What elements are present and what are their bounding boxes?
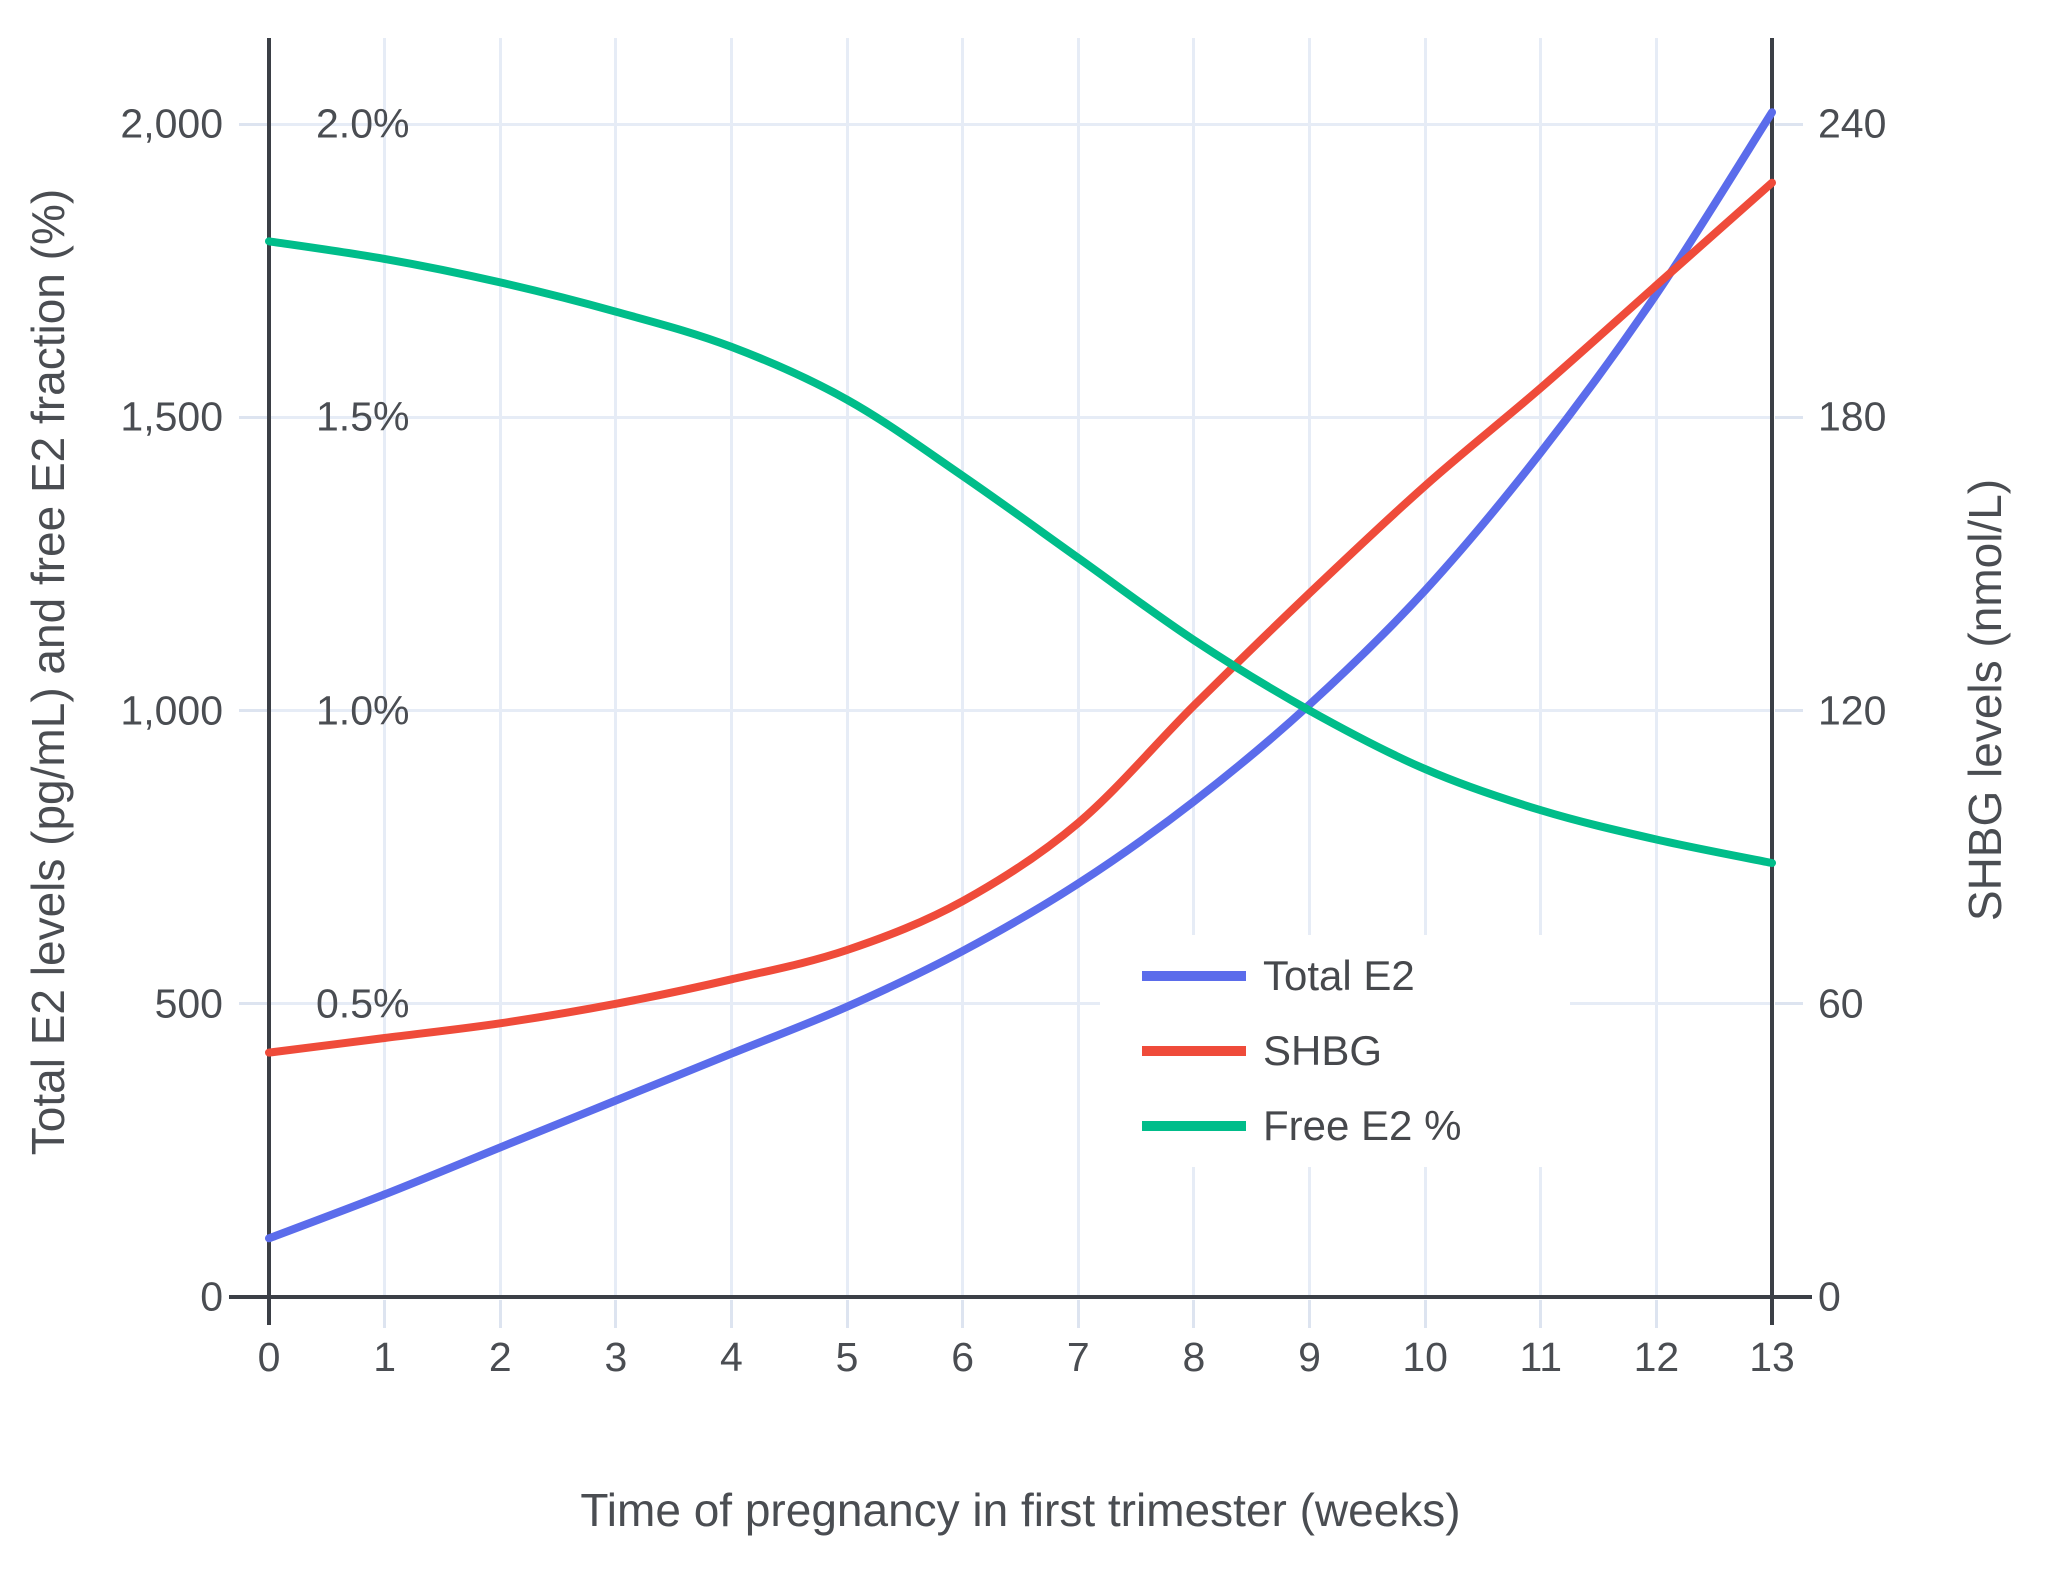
y-left-tick-label-500: 500 — [154, 980, 223, 1027]
x-tick-label-10: 10 — [1402, 1334, 1448, 1380]
gridline-week-4 — [729, 38, 733, 1297]
x-tick-label-4: 4 — [720, 1334, 743, 1380]
gridline-week-3 — [614, 38, 618, 1297]
legend-label-shbg: SHBG — [1263, 1027, 1383, 1074]
legend-swatch-free-e2 — [1142, 1121, 1246, 1131]
gridline-week-2 — [498, 38, 502, 1297]
x-axis-line — [229, 1295, 1812, 1299]
legend-label-free-e2: Free E2 % — [1263, 1102, 1462, 1149]
x-tick-label-9: 9 — [1298, 1334, 1321, 1380]
y-left-tick-mark-500 — [239, 1002, 267, 1006]
x-tick-label-11: 11 — [1519, 1334, 1563, 1380]
y-right-tick-label-60: 60 — [1818, 980, 1864, 1027]
legend-swatch-shbg — [1142, 1046, 1246, 1056]
x-tick-mark-7 — [1076, 1300, 1080, 1328]
gridline-week-8 — [1192, 38, 1196, 1297]
series-line-total-e2 — [265, 108, 1776, 1243]
x-tick-label-3: 3 — [604, 1334, 628, 1380]
y-right-tick-mark-2000 — [1775, 122, 1803, 126]
x-tick-label-2: 2 — [488, 1334, 512, 1380]
percent-label-10: 1.0% — [316, 687, 410, 733]
y-axis-right-title: SHBG levels (nmol/L) — [1959, 478, 2011, 922]
gridline-week-9 — [1308, 38, 1312, 1297]
x-tick-mark-4 — [729, 1300, 733, 1328]
y-left-tick-mark-1000 — [239, 709, 267, 712]
x-axis-title: Time of pregnancy in first trimester (we… — [580, 1484, 1461, 1536]
x-tick-mark-3 — [614, 1300, 618, 1328]
x-tick-mark-11 — [1539, 1300, 1543, 1328]
y-right-tick-mark-1000 — [1775, 709, 1803, 712]
y-left-tick-mark-1500 — [239, 415, 267, 419]
x-tick-mark-9 — [1308, 1300, 1312, 1328]
gridline-week-12 — [1654, 38, 1658, 1297]
x-tick-label-1: 1 — [373, 1334, 397, 1380]
x-tick-label-0: 0 — [257, 1334, 281, 1380]
gridline-week-7 — [1076, 38, 1080, 1297]
y-right-tick-mark-500 — [1775, 1002, 1803, 1006]
y-left-tick-mark-2000 — [239, 122, 267, 126]
x-tick-label-8: 8 — [1182, 1334, 1206, 1380]
percent-label-20: 2.0% — [316, 100, 410, 147]
gridline-left-500 — [269, 1002, 1772, 1006]
series-line-free-e2 — [265, 237, 1776, 867]
y-right-tick-label-180: 180 — [1818, 393, 1887, 440]
y-right-tick-mark-1500 — [1775, 415, 1803, 419]
percent-label-05: 0.5% — [316, 980, 410, 1027]
percent-label-15: 1.5% — [316, 393, 410, 440]
x-tick-mark-8 — [1192, 1300, 1196, 1328]
x-tick-label-7: 7 — [1066, 1334, 1090, 1380]
y-right-tick-label-120: 120 — [1818, 687, 1887, 733]
y-right-tick-label-240: 240 — [1818, 100, 1887, 147]
x-tick-label-13: 13 — [1749, 1334, 1795, 1380]
x-tick-mark-1 — [383, 1300, 387, 1328]
gridline-week-5 — [845, 38, 849, 1297]
legend-item-total-e2[interactable]: Total E2 — [1100, 939, 1570, 1014]
legend-swatch-total-e2 — [1142, 971, 1246, 981]
y-left-tick-label-0: 0 — [200, 1273, 223, 1320]
legend: Total E2 SHBG Free E2 % — [1100, 935, 1570, 1167]
y-axis-left-title: Total E2 levels (pg/mL) and free E2 frac… — [22, 188, 74, 1156]
series-line-shbg — [265, 178, 1776, 1057]
gridline-week-10 — [1423, 38, 1427, 1297]
gridline-week-6 — [961, 38, 965, 1297]
legend-item-shbg[interactable]: SHBG — [1100, 1014, 1570, 1089]
x-tick-label-6: 6 — [951, 1334, 975, 1380]
x-tick-mark-10 — [1423, 1300, 1427, 1328]
y-right-tick-label-0: 0 — [1818, 1273, 1841, 1320]
x-tick-mark-5 — [845, 1300, 849, 1328]
gridline-week-11 — [1539, 38, 1543, 1297]
x-tick-label-5: 5 — [835, 1334, 859, 1380]
legend-item-free-e2[interactable]: Free E2 % — [1100, 1089, 1570, 1164]
gridline-left-2000 — [269, 122, 1772, 126]
y-left-tick-label-2000: 2,000 — [120, 100, 223, 147]
gridline-left-1000 — [269, 709, 1772, 712]
x-tick-label-12: 12 — [1633, 1334, 1680, 1380]
x-tick-mark-12 — [1654, 1300, 1658, 1328]
x-tick-mark-6 — [961, 1300, 965, 1328]
y-axis-left-line — [267, 38, 271, 1325]
legend-label-total-e2: Total E2 — [1263, 952, 1415, 999]
x-tick-mark-2 — [498, 1300, 502, 1328]
gridline-left-1500 — [269, 415, 1772, 419]
gridline-week-1 — [383, 38, 387, 1297]
y-left-tick-label-1000: 1,000 — [120, 687, 223, 733]
y-axis-right-line — [1770, 38, 1774, 1325]
y-left-tick-label-1500: 1,500 — [120, 393, 223, 440]
